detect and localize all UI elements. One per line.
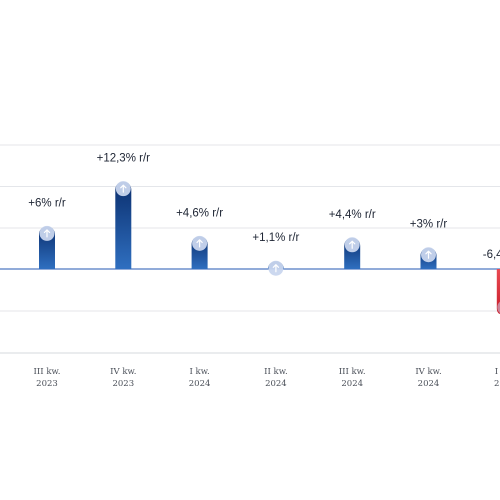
gridlines	[0, 144, 500, 354]
x-tick-label: I kw.	[190, 367, 210, 377]
data-label: +3% r/r	[410, 219, 448, 231]
x-tick-labels: III kw. 2023 IV kw. 2023 I kw. 2024 II kw. 2024…	[34, 367, 500, 389]
arrow-up-icon	[192, 235, 208, 251]
x-tick-label: IV kw.	[110, 367, 136, 377]
bar	[115, 181, 132, 269]
arrow-up-icon	[344, 237, 360, 253]
data-label: +4,4% r/r	[329, 209, 376, 221]
arrow-down-icon	[497, 301, 500, 314]
x-tick-label: I kw.	[495, 367, 500, 377]
arrow-up-icon	[39, 225, 55, 241]
x-tick-label-year: 2023	[36, 379, 58, 389]
data-label: +12,3% r/r	[97, 153, 151, 165]
bars	[39, 181, 500, 314]
x-tick-label-year: 2023	[112, 379, 134, 389]
arrow-up-icon	[421, 247, 436, 263]
x-tick-label-year: 2024	[418, 379, 440, 389]
data-labels: +6% r/r +12,3% r/r +4,6% r/r +1,1% r/r +4,4%…	[28, 153, 500, 261]
x-tick-label-year: 2025	[494, 379, 500, 389]
data-label: +1,1% r/r	[252, 232, 299, 244]
x-tick-label: IV kw.	[415, 367, 441, 377]
x-tick-label-year: 2024	[341, 379, 363, 389]
data-label: -6,4% r/r	[483, 249, 500, 261]
x-tick-label: II kw.	[264, 367, 288, 377]
arrow-up-icon	[268, 260, 284, 276]
x-tick-label: III kw.	[34, 367, 61, 377]
x-tick-label: III kw.	[339, 367, 366, 377]
arrow-up-icon	[115, 181, 131, 197]
x-tick-label-year: 2024	[265, 379, 287, 389]
x-tick-label-year: 2024	[189, 379, 211, 389]
data-label: +4,6% r/r	[176, 207, 223, 219]
data-label: +6% r/r	[28, 197, 66, 209]
